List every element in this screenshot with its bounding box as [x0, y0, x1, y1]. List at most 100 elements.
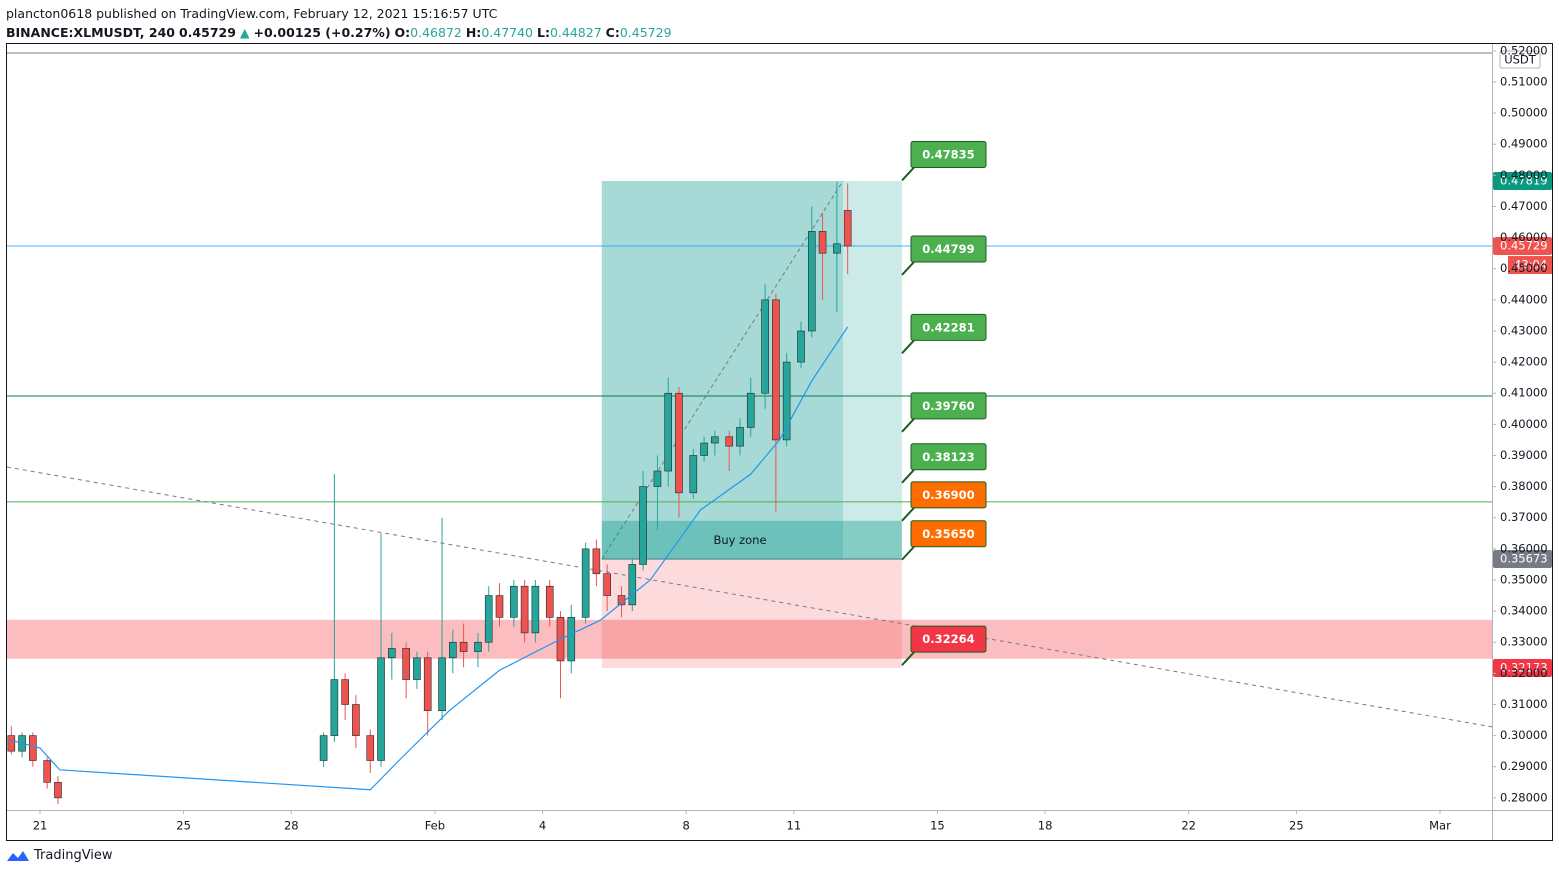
price-tag-label: 0.47819 — [1500, 173, 1548, 187]
ohlc-value: 0.47740 — [481, 25, 534, 40]
target-label: 0.32264 — [922, 632, 974, 646]
candle-body — [807, 231, 816, 332]
candle-body — [352, 704, 360, 736]
currency-box — [1499, 50, 1541, 69]
x-tick-label: 11 — [787, 819, 802, 833]
x-tick-label: 25 — [1289, 819, 1304, 833]
candle-body — [782, 361, 791, 441]
y-tick-label: 0.32000 — [1500, 666, 1548, 680]
x-tick-label: Feb — [425, 819, 445, 833]
timer-tag — [1508, 256, 1552, 275]
trendline — [7, 466, 1492, 728]
x-tick-label: 25 — [176, 819, 191, 833]
candle-body — [545, 585, 554, 618]
y-tick-label: 0.44000 — [1500, 292, 1548, 306]
y-tick-label: 0.34000 — [1500, 604, 1548, 618]
ohlc: O:0.46872 H:0.47740 L:0.44827 C:0.45729 — [395, 25, 672, 40]
candle-body — [510, 585, 518, 618]
y-tick-label: 0.31000 — [1500, 697, 1548, 711]
target-box — [910, 235, 987, 263]
symbol-line: BINANCE:XLMUSDT, 240 0.45729 ▲ +0.00125 … — [6, 23, 672, 42]
x-tick-label: 21 — [33, 819, 48, 833]
x-tick-label: 15 — [930, 819, 945, 833]
target-label: 0.39760 — [922, 399, 974, 413]
price-tag-label: 0.32173 — [1500, 660, 1548, 674]
y-tick-label: 0.50000 — [1500, 106, 1548, 120]
candle-body — [29, 735, 37, 761]
target-label: 0.42281 — [922, 320, 974, 334]
moving-average — [9, 326, 849, 791]
price-tag-label: 0.45729 — [1500, 239, 1548, 253]
price-tag — [1493, 550, 1552, 569]
candle-body — [603, 573, 611, 596]
last-price: 0.45729 — [178, 25, 236, 40]
candle-body — [459, 641, 468, 652]
target-label: 0.36900 — [922, 488, 974, 502]
y-tick-label: 0.38000 — [1500, 479, 1548, 493]
candle-body — [675, 392, 683, 494]
candle-body — [689, 455, 698, 494]
y-tick-label: 0.28000 — [1500, 790, 1548, 804]
overlays: 0.47835 0.44799 0.42281 0.39760 0.38123 0.369… — [901, 50, 1552, 677]
price-tag — [1493, 171, 1552, 190]
publish-line: plancton0618 published on TradingView.co… — [6, 6, 498, 21]
buy-zone — [601, 520, 902, 560]
header: plancton0618 published on TradingView.co… — [6, 4, 672, 42]
currency-label: USDT — [1504, 53, 1537, 67]
symbol: BINANCE:XLMUSDT, 240 — [6, 25, 175, 40]
candle-body — [761, 299, 769, 394]
target-pointer — [901, 261, 915, 276]
target-label: 0.44799 — [922, 242, 974, 256]
candle-body — [413, 657, 421, 680]
candle-body — [474, 641, 482, 652]
profit-area — [601, 180, 902, 560]
y-tick-label: 0.48000 — [1500, 168, 1548, 182]
y-tick-label: 0.51000 — [1500, 74, 1548, 88]
y-tick-label: 0.33000 — [1500, 635, 1548, 649]
y-tick-label: 0.40000 — [1500, 417, 1548, 431]
candle-body — [402, 648, 410, 680]
candle-body — [7, 735, 16, 752]
arrow: ▲ — [239, 25, 250, 40]
candle-body — [664, 392, 672, 472]
candle-body — [581, 548, 590, 618]
target-pointer — [901, 339, 915, 355]
y-tick-label: 0.37000 — [1500, 510, 1548, 524]
plot: Buy zone — [7, 52, 1492, 805]
candle-body — [772, 299, 780, 441]
target-box — [910, 313, 987, 341]
candle-body — [341, 679, 349, 705]
candle-body — [484, 595, 493, 643]
candle-body — [377, 657, 385, 761]
candle-body — [653, 470, 662, 487]
support-zone — [7, 619, 1492, 659]
y-tick-label: 0.36000 — [1500, 541, 1548, 555]
target-box — [910, 443, 987, 471]
candle-body — [43, 760, 52, 783]
change: +0.00125 (+0.27%) — [253, 25, 391, 40]
target-box — [910, 392, 987, 420]
target-box — [910, 520, 987, 548]
ohlc-key: C: — [605, 25, 620, 40]
candle-body — [366, 735, 375, 761]
loss-area — [601, 559, 902, 668]
y-tick-label: 0.52000 — [1500, 43, 1548, 57]
target-pointer — [901, 166, 915, 182]
timer-label: 43:04 — [1514, 258, 1547, 272]
price-tag — [1493, 237, 1552, 256]
ohlc-value: 0.44827 — [549, 25, 602, 40]
frame — [6, 43, 1553, 841]
target-pointer — [901, 546, 915, 561]
ohlc-value: 0.46872 — [410, 25, 462, 40]
target-pointer — [901, 507, 915, 522]
ohlc-key: O: — [394, 25, 411, 40]
target-box — [910, 481, 987, 509]
target-box — [910, 140, 987, 168]
price-tag — [1493, 658, 1552, 677]
candle-body — [319, 735, 328, 761]
y-tick-label: 0.39000 — [1500, 448, 1548, 462]
x-tick-label: 22 — [1181, 819, 1196, 833]
y-tick-label: 0.43000 — [1500, 323, 1548, 337]
logo — [7, 850, 29, 861]
progress-line — [601, 180, 844, 560]
